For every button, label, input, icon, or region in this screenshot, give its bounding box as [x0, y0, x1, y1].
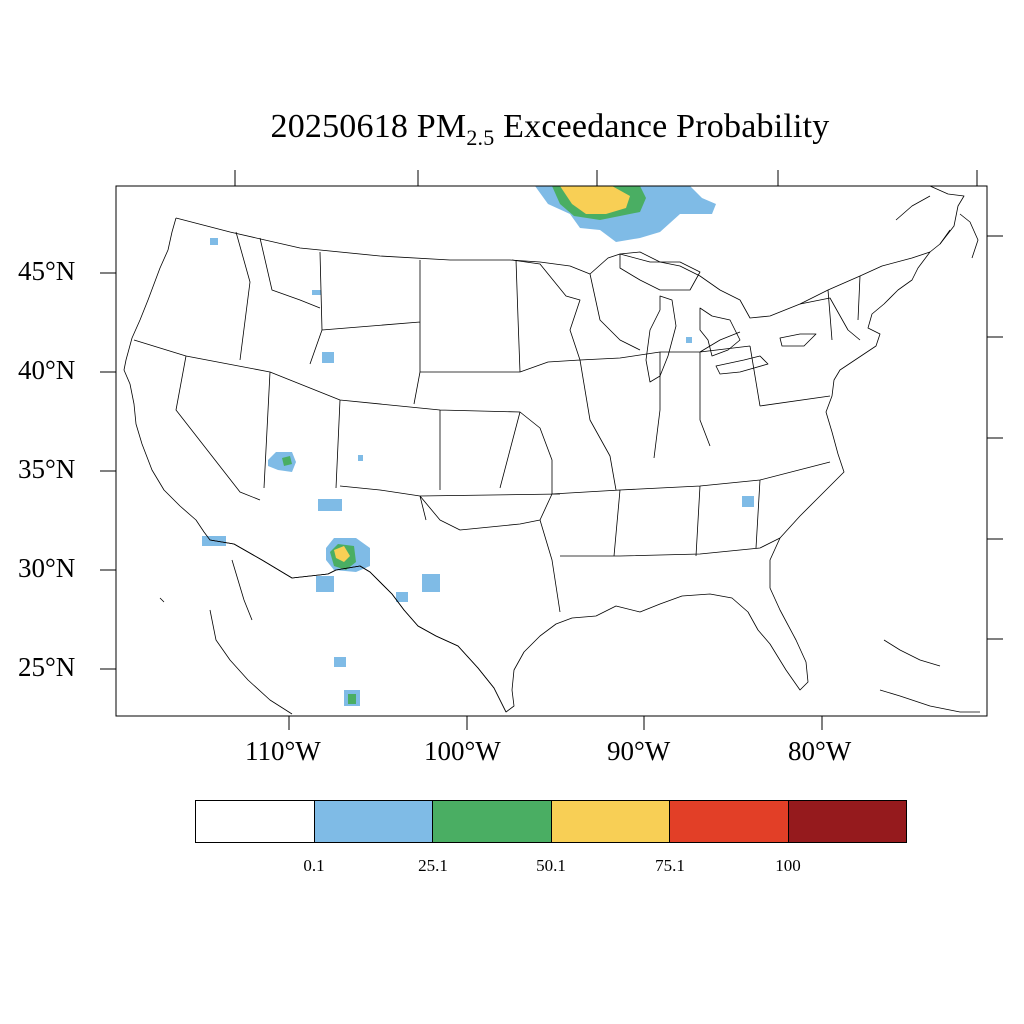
lat-label-35: 35°N: [18, 454, 76, 484]
blob-az-north: [318, 499, 342, 511]
colorbar-tick-label: 0.1: [303, 856, 325, 875]
blob-wa: [210, 238, 218, 245]
blob-ut-green: [282, 456, 292, 466]
blob-ut-blue: [268, 452, 296, 472]
canada-border: [175, 217, 931, 319]
colorbar-tick-label: 25.1: [418, 856, 448, 875]
colorbar-swatch: [433, 801, 552, 842]
colorbar-swatch: [788, 801, 906, 842]
colorbar: [195, 800, 907, 843]
colorbar-tick-label: 50.1: [536, 856, 566, 875]
blob-mexico-2-green: [348, 694, 356, 704]
blob-mexico-1: [334, 657, 346, 667]
blob-michigan: [686, 337, 692, 343]
islands-coast: [159, 195, 980, 715]
blob-co: [358, 455, 363, 461]
canada-plume-yellow: [560, 186, 630, 214]
page-title: 20250618 PM2.5 Exceedance Probability: [0, 108, 1024, 151]
colorbar-swatch: [314, 801, 433, 842]
colorbar-swatch: [670, 801, 789, 842]
boundaries: [123, 186, 980, 715]
blob-chihuahua: [316, 576, 334, 592]
blob-mt: [312, 290, 321, 295]
colorbar-tick-label: 75.1: [655, 856, 685, 875]
blob-wy: [322, 352, 334, 363]
blob-se-us: [742, 496, 754, 507]
blob-nm-yellow: [334, 546, 350, 562]
lat-label-40: 40°N: [18, 355, 76, 385]
lon-label-80: 80°W: [788, 736, 852, 766]
lat-label-25: 25°N: [18, 652, 76, 682]
lon-label-100: 100°W: [424, 736, 501, 766]
great-lakes: [619, 253, 817, 383]
blob-tx-west: [422, 574, 440, 592]
title-subscript: 2.5: [466, 124, 495, 150]
lon-label-90: 90°W: [607, 736, 671, 766]
frame-ticks: [100, 170, 1003, 730]
colorbar-swatch: [551, 801, 670, 842]
states: [133, 231, 861, 613]
lon-label-110: 110°W: [245, 736, 321, 766]
colorbar-swatch: [196, 801, 315, 842]
lat-label-45: 45°N: [18, 256, 76, 286]
title-prefix: 20250618 PM: [270, 108, 467, 145]
lat-label-30: 30°N: [18, 553, 76, 583]
blob-tx-bigbend: [396, 592, 408, 602]
mexico-border: [209, 539, 507, 713]
map-frame: [115, 185, 988, 717]
colorbar-tick-label: 100: [775, 856, 801, 875]
title-suffix: Exceedance Probability: [494, 108, 830, 145]
us-outline: [123, 186, 965, 713]
